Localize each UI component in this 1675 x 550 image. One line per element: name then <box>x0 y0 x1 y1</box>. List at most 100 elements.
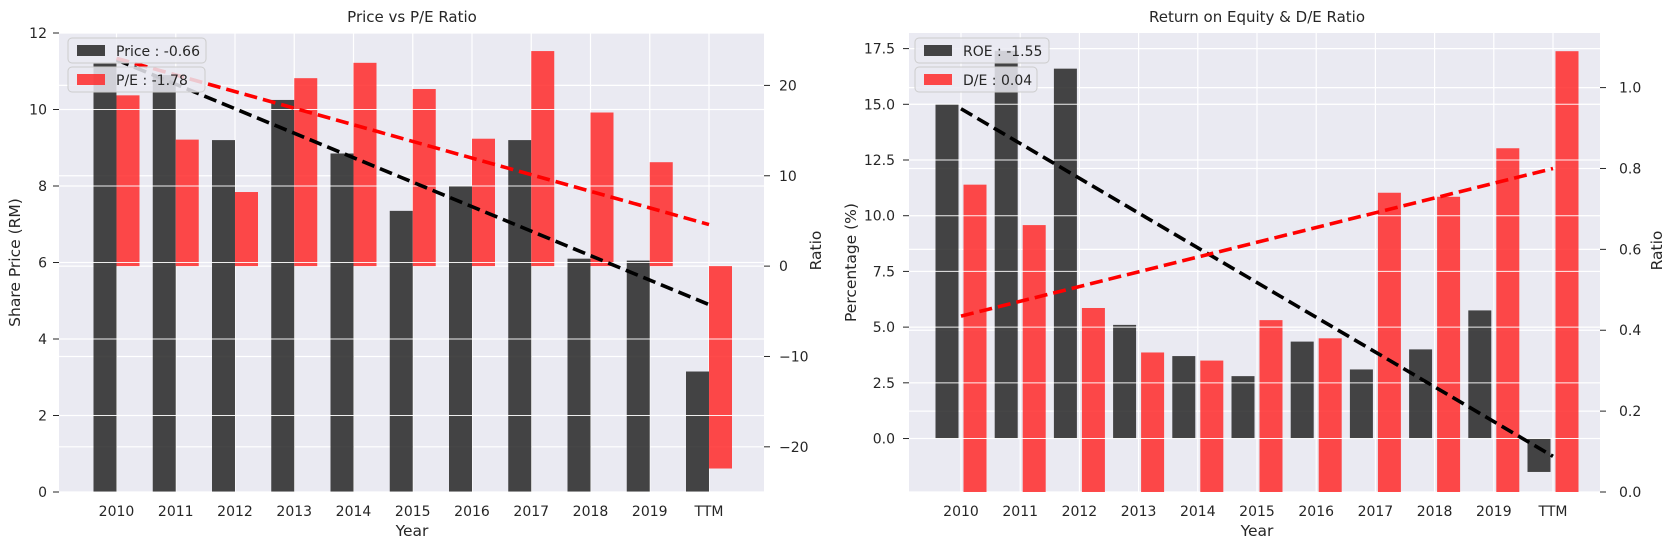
legend-item-de: D/E : 0.04 <box>914 66 1038 93</box>
legend-item-pe: P/E : -1.78 <box>67 66 206 93</box>
y-tick-left-label: 4 <box>38 332 47 348</box>
y-tick-right-label: 0.6 <box>1619 242 1641 258</box>
x-tick-label: 2014 <box>1180 504 1216 520</box>
y-tick-left-label: 12.5 <box>864 153 895 169</box>
bar-primary <box>567 258 591 492</box>
y-tick-left-label: 7.5 <box>873 264 895 280</box>
y-tick-right-label: 0.2 <box>1619 404 1641 420</box>
trendline-red <box>960 166 1554 318</box>
y-tick-left-label: 10 <box>29 103 47 119</box>
trendlines <box>115 56 710 307</box>
bar-primary <box>212 140 235 492</box>
bar-primary <box>271 99 295 492</box>
bar-primary <box>152 75 176 492</box>
y-tick-left-label: 17.5 <box>864 42 895 58</box>
bar-secondary <box>412 89 436 267</box>
bar-primary <box>1290 341 1314 439</box>
legend-item-price: Price : -0.66 <box>67 37 207 64</box>
bar-secondary <box>1141 352 1165 492</box>
legend-swatch <box>924 74 952 85</box>
y-tick-right-label: 10 <box>779 169 797 185</box>
y-tick-right-label: 20 <box>779 78 797 94</box>
bar-secondary <box>353 62 377 267</box>
y-axis-left-label: Share Price (RM) <box>6 198 24 327</box>
bar-secondary <box>1496 148 1520 493</box>
legend-box <box>914 66 1038 93</box>
y-tick-left-label: 2 <box>38 409 47 425</box>
y-tick-left-label: 2.5 <box>873 376 895 392</box>
x-tick-label: 2015 <box>395 504 431 520</box>
y-tick-left-label: 10.0 <box>864 209 895 225</box>
y-tick-right-label: 0.4 <box>1619 323 1641 339</box>
legend-swatch <box>77 45 105 56</box>
bar-secondary <box>709 266 732 469</box>
bar-secondary <box>1259 320 1283 492</box>
bar-secondary <box>235 192 258 267</box>
bar-secondary <box>1081 307 1105 492</box>
bar-secondary <box>1377 192 1401 492</box>
legend-label: ROE : -1.55 <box>963 44 1042 60</box>
legend: ROE : -1.55 D/E : 0.04 <box>914 37 1050 93</box>
bar-primary <box>389 210 413 493</box>
x-tick-label: 2019 <box>1476 504 1512 520</box>
bar-primary <box>1113 324 1137 439</box>
x-tick-label: 2013 <box>1121 504 1157 520</box>
x-tick-label: 2016 <box>454 504 490 520</box>
legend-box <box>914 37 1050 64</box>
x-tick-label: 2011 <box>1002 504 1038 520</box>
y-tick-right-label: 1.0 <box>1619 81 1641 97</box>
bar-secondary <box>1437 196 1461 493</box>
y-tick-left-label: 15.0 <box>864 97 895 113</box>
chart-title: Price vs P/E Ratio <box>347 8 477 26</box>
bars <box>909 48 1600 493</box>
bar-secondary <box>175 139 199 267</box>
y-tick-right-label: 0.0 <box>1619 485 1641 501</box>
bar-secondary <box>531 51 555 267</box>
y-tick-left-label: 5.0 <box>873 320 895 336</box>
bar-primary <box>1468 310 1492 439</box>
bars <box>59 32 764 493</box>
bar-primary <box>330 153 354 493</box>
x-tick-label: 2013 <box>276 504 312 520</box>
bar-secondary <box>294 78 318 267</box>
y-tick-left-label: 0 <box>38 485 47 501</box>
y-tick-left-label: 0.0 <box>873 432 895 448</box>
y-tick-left-label: 8 <box>38 179 47 195</box>
x-tick-label: 2010 <box>99 504 135 520</box>
bar-primary <box>1527 438 1551 472</box>
legend-swatch <box>924 45 952 56</box>
bar-secondary <box>472 138 495 267</box>
x-tick-label: 2017 <box>1358 504 1394 520</box>
legend-box <box>67 66 206 93</box>
bar-primary <box>1409 349 1433 439</box>
tick-labels: 2010 2011 2012 2013 2014 2015 2016 2017 2018 2019… <box>864 42 1642 520</box>
x-axis-label: Year <box>1240 522 1274 540</box>
x-axis-label: Year <box>395 522 429 540</box>
bar-primary <box>994 50 1018 439</box>
legend-box <box>67 37 207 64</box>
y-tick-right-label: −10 <box>779 349 809 365</box>
tick-labels: 2010 2011 2012 2013 2014 2015 2016 2017 2018 2019… <box>29 26 808 520</box>
legend-item-roe: ROE : -1.55 <box>914 37 1050 64</box>
bar-secondary <box>1318 338 1342 492</box>
y-tick-right-label: −20 <box>779 440 809 456</box>
x-tick-label: TTM <box>1538 504 1568 520</box>
bar-primary <box>686 371 709 492</box>
x-tick-label: 2014 <box>336 504 372 520</box>
x-tick-label: 2011 <box>158 504 194 520</box>
y-tick-right-label: 0.8 <box>1619 161 1641 177</box>
x-tick-label: 2010 <box>943 504 979 520</box>
legend-label: Price : -0.66 <box>116 44 200 60</box>
y-tick-right-label: 0 <box>779 259 788 275</box>
bar-primary <box>1231 376 1255 439</box>
bar-primary <box>93 63 117 492</box>
bar-primary <box>1172 356 1196 439</box>
x-tick-label: 2018 <box>1417 504 1453 520</box>
bar-secondary <box>590 112 614 267</box>
y-axis-right-label: Ratio <box>807 231 825 271</box>
legend-label: P/E : -1.78 <box>116 73 188 89</box>
bar-primary <box>626 260 650 492</box>
y-tick-left-label: 6 <box>38 256 47 272</box>
y-axis-left-label: Percentage (%) <box>842 203 860 322</box>
